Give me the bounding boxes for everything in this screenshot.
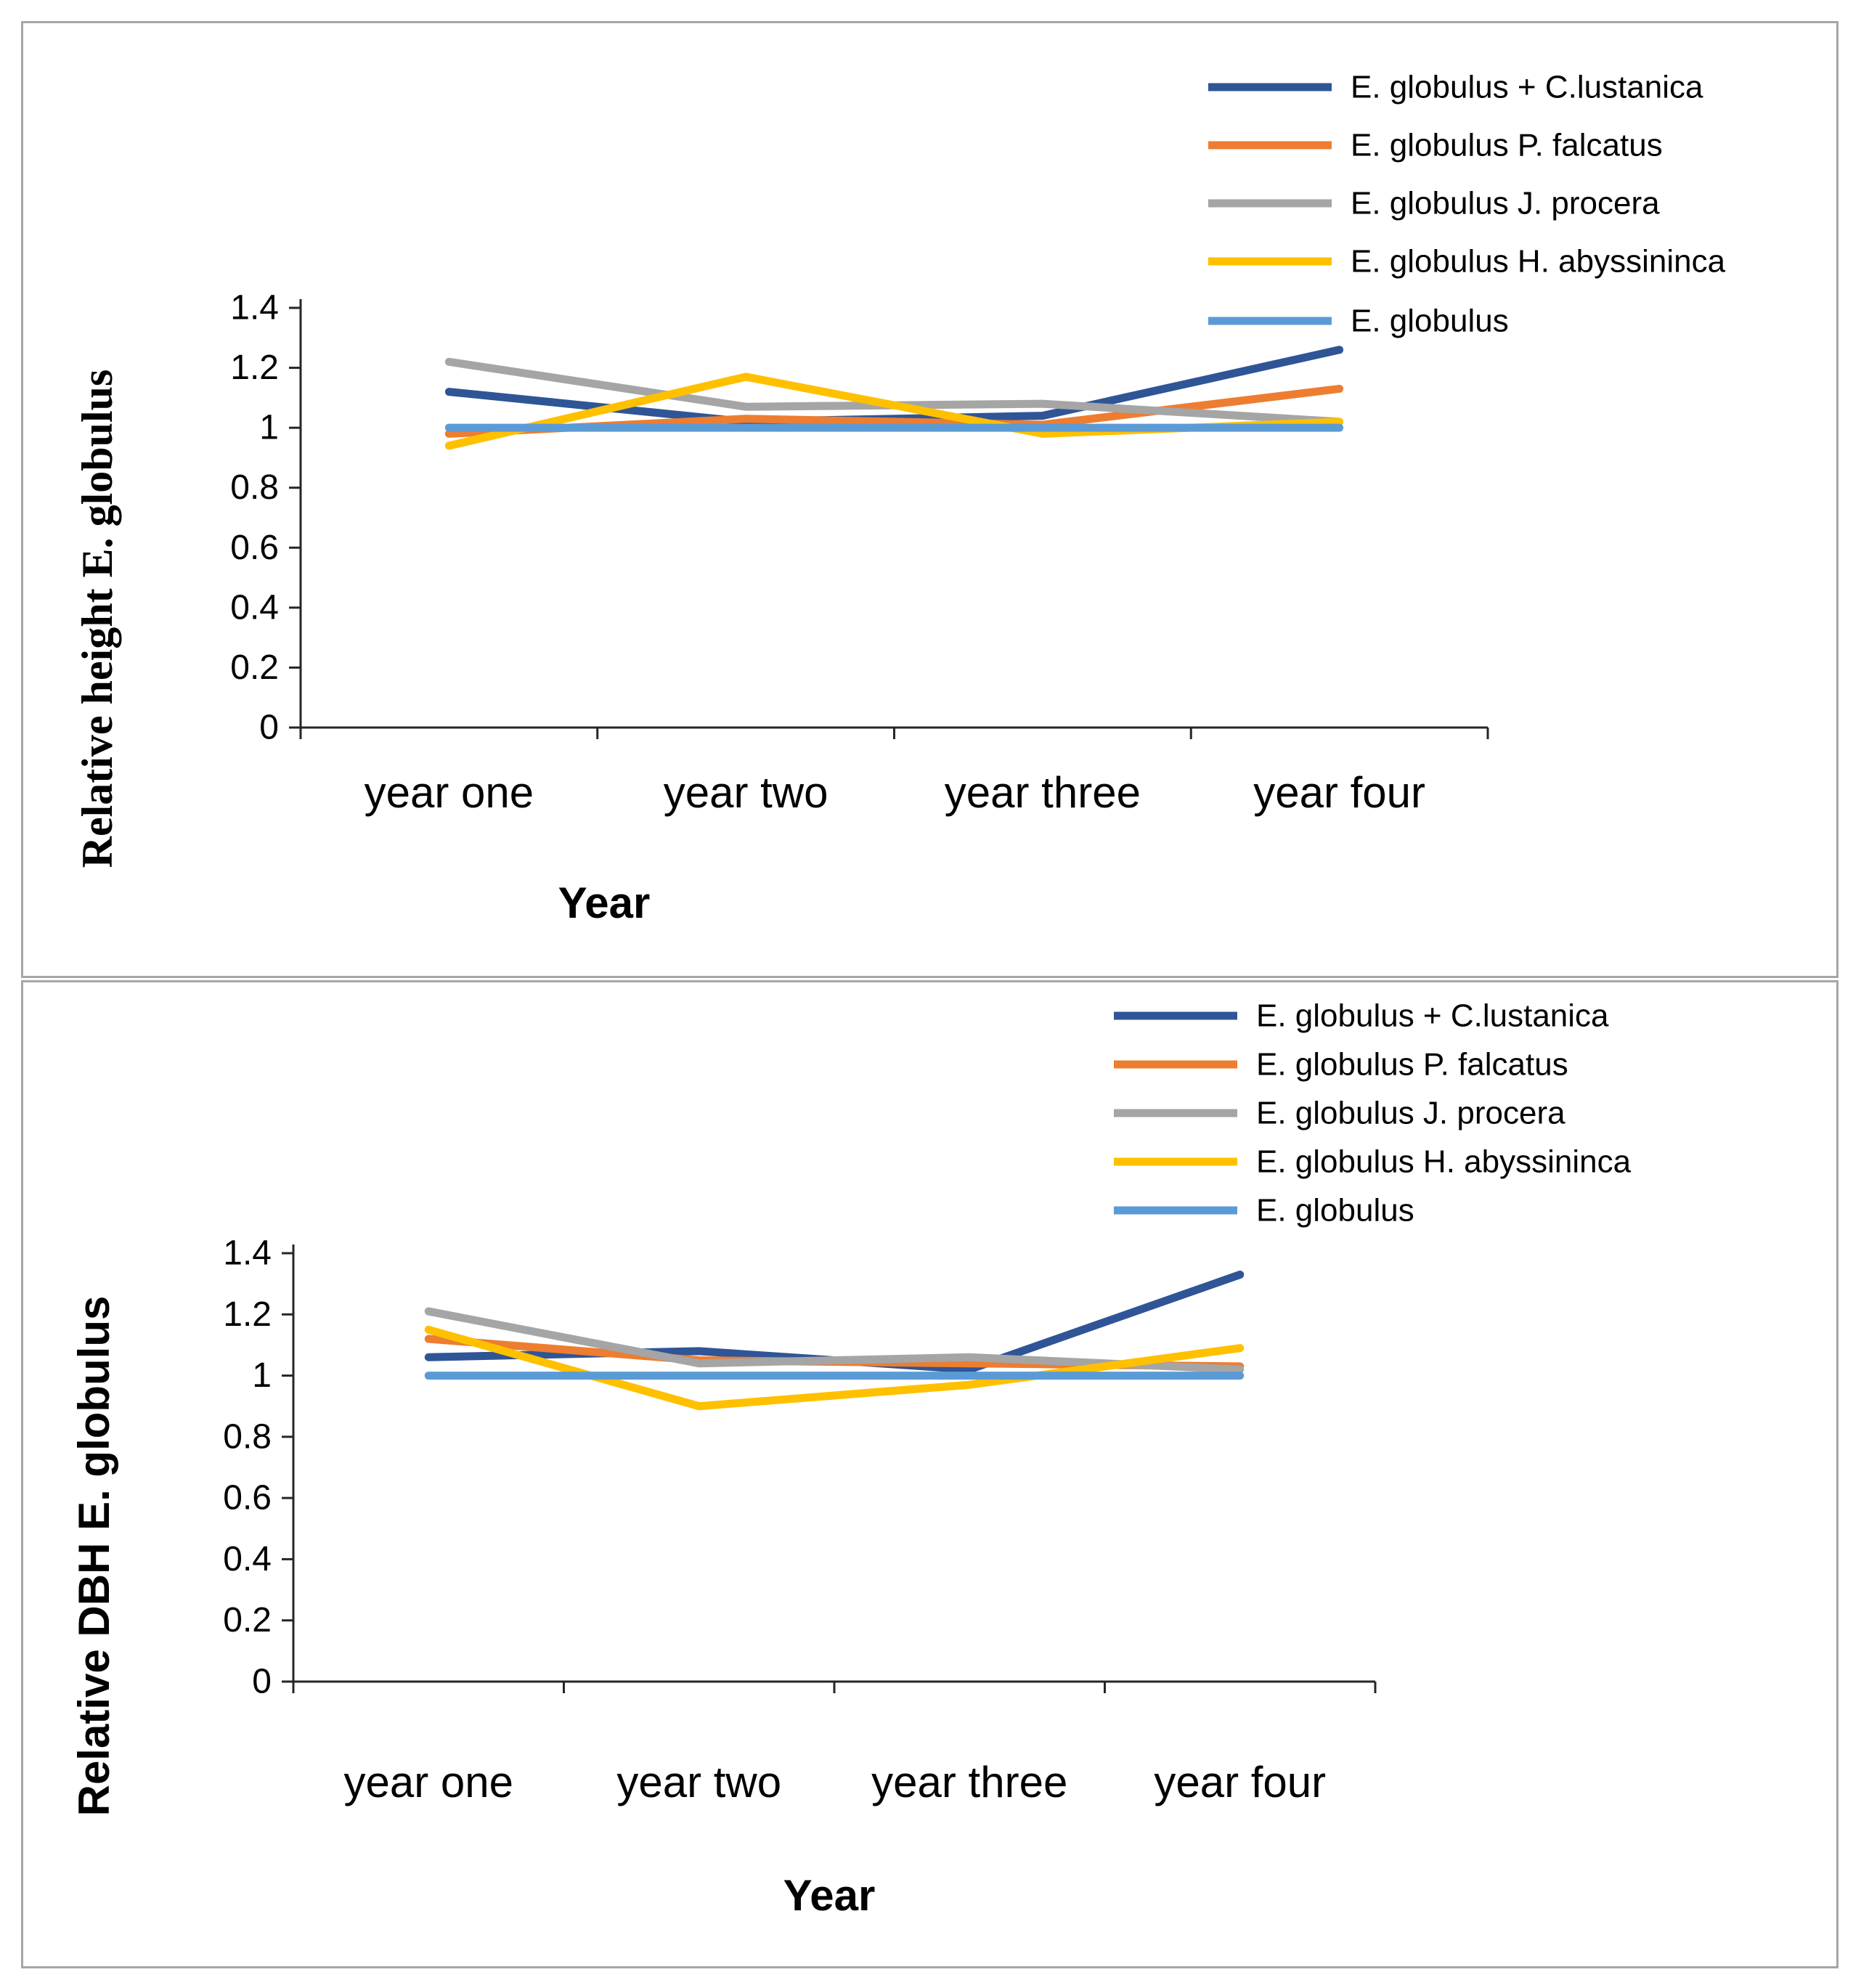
y-tick-label: 1.4 xyxy=(230,289,279,327)
y-tick-label: 0.2 xyxy=(230,648,279,687)
x-category-label: year one xyxy=(344,1758,514,1806)
y-tick-label: 1 xyxy=(259,409,279,447)
series-line xyxy=(424,1271,1245,1374)
y-tick-label: 0.6 xyxy=(223,1479,272,1518)
x-axis-title: Year xyxy=(558,879,651,927)
y-tick-label: 1.2 xyxy=(230,349,279,387)
x-category-label: year two xyxy=(616,1758,781,1806)
y-tick-label: 0.8 xyxy=(223,1417,272,1456)
y-tick-label: 0.8 xyxy=(230,468,279,507)
y-tick-label: 1.2 xyxy=(223,1295,272,1334)
y-axis-title: Relative height E. globulus xyxy=(73,370,121,868)
y-tick-label: 0.4 xyxy=(230,588,279,627)
chart-panel-relative-height: 0 0.2 0.4 0.6 0.8 1 1.2 1.4 year one year two year… xyxy=(21,21,1838,978)
legend-label: E. globulus + C.lustanica xyxy=(1351,70,1703,105)
x-category-label: year three xyxy=(945,768,1141,817)
legend-label: E. globulus P. falcatus xyxy=(1351,128,1663,163)
y-tick-label: 0 xyxy=(259,709,279,747)
x-axis-title: Year xyxy=(783,1871,876,1920)
x-category-label: year two xyxy=(664,768,828,817)
x-category-label: year four xyxy=(1154,1758,1326,1806)
x-category-label: year four xyxy=(1253,768,1425,817)
legend-label: E. globulus + C.lustanica xyxy=(1256,998,1609,1034)
relative-dbh-chart: 0 0.2 0.4 0.6 0.8 1 1.2 1.4 year one year two year… xyxy=(70,998,1632,1920)
x-category-label: year one xyxy=(365,768,534,817)
y-tick-label: 0.4 xyxy=(223,1540,272,1578)
relative-height-chart: 0 0.2 0.4 0.6 0.8 1 1.2 1.4 year one year two year… xyxy=(73,70,1726,928)
legend-label: E. globulus H. abyssininca xyxy=(1351,244,1726,280)
y-tick-label: 0.6 xyxy=(230,529,279,567)
x-category-label: year three xyxy=(871,1758,1067,1806)
legend-label: E. globulus H. abyssininca xyxy=(1256,1144,1632,1180)
y-tick-label: 0 xyxy=(252,1663,272,1701)
legend-label: E. globulus J. procera xyxy=(1351,186,1660,221)
y-axis-title: Relative DBH E. globulus xyxy=(70,1296,118,1817)
y-tick-label: 1 xyxy=(252,1356,272,1395)
y-tick-label: 0.2 xyxy=(223,1601,272,1639)
legend-label: E. globulus P. falcatus xyxy=(1256,1047,1568,1083)
chart-panel-relative-dbh: 0 0.2 0.4 0.6 0.8 1 1.2 1.4 year one year two year… xyxy=(21,980,1838,1968)
legend-label: E. globulus xyxy=(1351,304,1509,339)
series-line xyxy=(424,1325,1245,1411)
y-tick-label: 1.4 xyxy=(223,1234,272,1273)
legend-label: E. globulus J. procera xyxy=(1256,1096,1565,1131)
legend-label: E. globulus xyxy=(1256,1193,1414,1229)
